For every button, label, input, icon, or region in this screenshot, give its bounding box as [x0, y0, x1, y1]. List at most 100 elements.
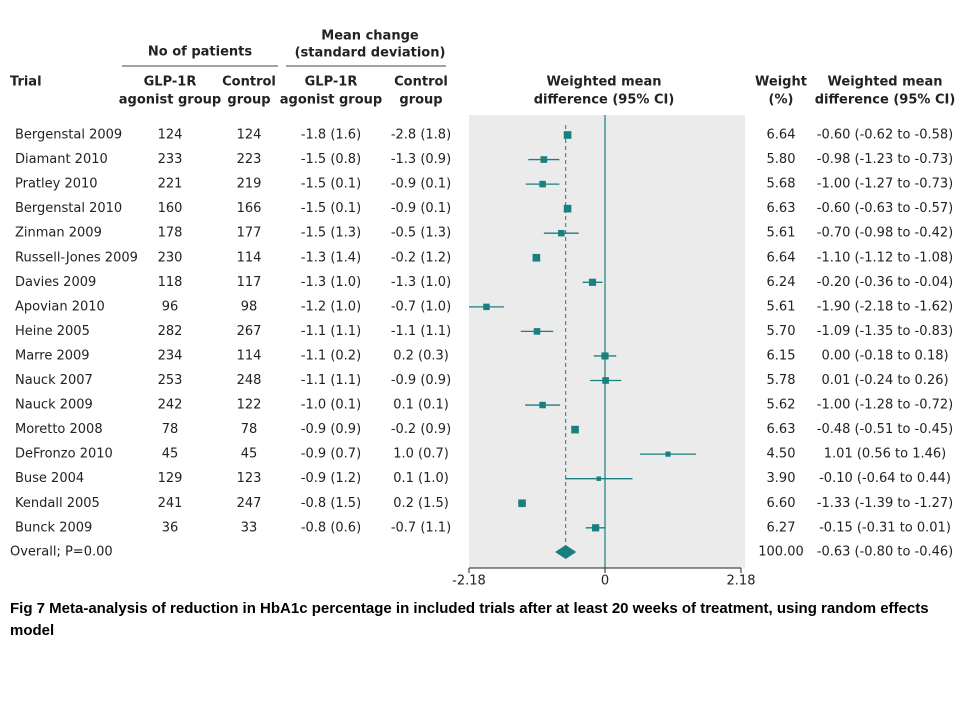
- plot-background: [469, 115, 745, 568]
- cell: -1.5 (0.8): [301, 152, 361, 167]
- cell: -0.9 (0.9): [301, 422, 361, 437]
- cell: 117: [237, 275, 262, 290]
- cell: 247: [237, 496, 262, 511]
- value-label: -1.00 (-1.28 to -0.72): [817, 398, 954, 413]
- cell: 267: [237, 324, 262, 339]
- weight-label: 5.70: [767, 324, 796, 339]
- trial-name: Diamant 2010: [15, 152, 108, 167]
- cell: 0.2 (0.3): [393, 348, 449, 363]
- value-label: -1.00 (-1.27 to -0.73): [817, 177, 954, 192]
- cell: 78: [162, 422, 179, 437]
- cell: -0.8 (1.5): [301, 496, 361, 511]
- cell: -1.3 (1.0): [391, 275, 451, 290]
- header: Control: [394, 75, 448, 90]
- point-estimate: [539, 180, 546, 188]
- point-estimate: [563, 204, 572, 213]
- point-estimate: [602, 377, 609, 384]
- weight-label: 6.64: [767, 250, 796, 265]
- weight-label: 4.50: [767, 447, 796, 462]
- header: (standard deviation): [295, 46, 446, 61]
- header: Weighted mean: [547, 75, 662, 90]
- trial-name: Bunck 2009: [15, 520, 92, 535]
- value-label: -0.20 (-0.36 to -0.04): [817, 275, 954, 290]
- caption: Fig 7 Meta-analysis of reduction in HbA1…: [10, 600, 929, 639]
- cell: 129: [158, 471, 183, 486]
- overall-label: Overall; P=0.00: [10, 545, 113, 560]
- weight-label: 6.15: [767, 348, 796, 363]
- point-estimate: [558, 229, 565, 237]
- point-estimate: [483, 303, 490, 311]
- weight-label: 6.63: [767, 422, 796, 437]
- cell: 253: [158, 373, 183, 388]
- header: group: [399, 93, 442, 108]
- cell: -1.3 (1.4): [301, 250, 361, 265]
- x-tick-label: 2.18: [727, 574, 756, 589]
- cell: 160: [158, 201, 183, 216]
- cell: -0.9 (0.1): [391, 177, 451, 192]
- cell: 282: [158, 324, 183, 339]
- cell: -1.5 (0.1): [301, 177, 361, 192]
- trial-name: Marre 2009: [15, 348, 90, 363]
- x-tick-label: -2.18: [452, 574, 486, 589]
- cell: -0.9 (0.9): [391, 373, 451, 388]
- weight-label: 5.61: [767, 226, 796, 241]
- point-estimate: [533, 328, 541, 335]
- weight-label: 6.63: [767, 201, 796, 216]
- value-label: -1.33 (-1.39 to -1.27): [817, 496, 954, 511]
- overall-diamond: [555, 545, 577, 559]
- header: agonist group: [280, 93, 382, 108]
- point-estimate: [532, 253, 541, 262]
- trial-name: Kendall 2005: [15, 496, 100, 511]
- cell: -0.9 (0.7): [301, 447, 361, 462]
- cell: -1.1 (1.1): [301, 324, 361, 339]
- cell: 1.0 (0.7): [393, 447, 449, 462]
- weight-label: 5.78: [767, 373, 796, 388]
- point-estimate: [596, 476, 602, 481]
- cell: -1.1 (0.2): [301, 348, 361, 363]
- weight-label: 6.24: [767, 275, 796, 290]
- cell: -0.2 (1.2): [391, 250, 451, 265]
- point-estimate: [540, 156, 548, 163]
- cell: 230: [158, 250, 183, 265]
- cell: -1.3 (1.0): [301, 275, 361, 290]
- value-label: 0.00 (-0.18 to 0.18): [821, 348, 948, 363]
- trial-name: Pratley 2010: [15, 177, 98, 192]
- value-label: -1.10 (-1.12 to -1.08): [817, 250, 954, 265]
- cell: -2.8 (1.8): [391, 128, 451, 143]
- header: difference (95% CI): [815, 93, 956, 108]
- weight-label: 6.64: [767, 128, 796, 143]
- header: group: [227, 93, 270, 108]
- cell: 177: [237, 226, 262, 241]
- weight-label: 5.68: [767, 177, 796, 192]
- value-label: -0.10 (-0.64 to 0.44): [819, 471, 951, 486]
- cell: -0.7 (1.0): [391, 299, 451, 314]
- point-estimate: [563, 131, 572, 139]
- cell: -1.3 (0.9): [391, 152, 451, 167]
- cell: 0.1 (1.0): [393, 471, 449, 486]
- point-estimate: [539, 401, 546, 409]
- cell: 123: [237, 471, 262, 486]
- cell: 242: [158, 398, 183, 413]
- cell: 219: [237, 177, 262, 192]
- cell: 234: [158, 348, 183, 363]
- cell: -0.5 (1.3): [391, 226, 451, 241]
- point-estimate: [571, 425, 579, 434]
- point-estimate: [518, 499, 526, 508]
- header: Control: [222, 75, 276, 90]
- cell: -1.8 (1.6): [301, 128, 361, 143]
- cell: 118: [158, 275, 183, 290]
- cell: 233: [158, 152, 183, 167]
- x-tick-label: 0: [601, 574, 609, 589]
- trial-name: Russell-Jones 2009: [15, 250, 138, 265]
- point-estimate: [601, 352, 609, 360]
- weight-label: 5.80: [767, 152, 796, 167]
- forest-chart: No of patients Mean change (standard devia…: [10, 29, 956, 589]
- cell: 221: [158, 177, 183, 192]
- cell: 114: [237, 348, 262, 363]
- trial-name: DeFronzo 2010: [15, 447, 113, 462]
- value-label: -0.98 (-1.23 to -0.73): [817, 152, 954, 167]
- cell: -1.5 (0.1): [301, 201, 361, 216]
- cell: 241: [158, 496, 183, 511]
- cell: 122: [237, 398, 262, 413]
